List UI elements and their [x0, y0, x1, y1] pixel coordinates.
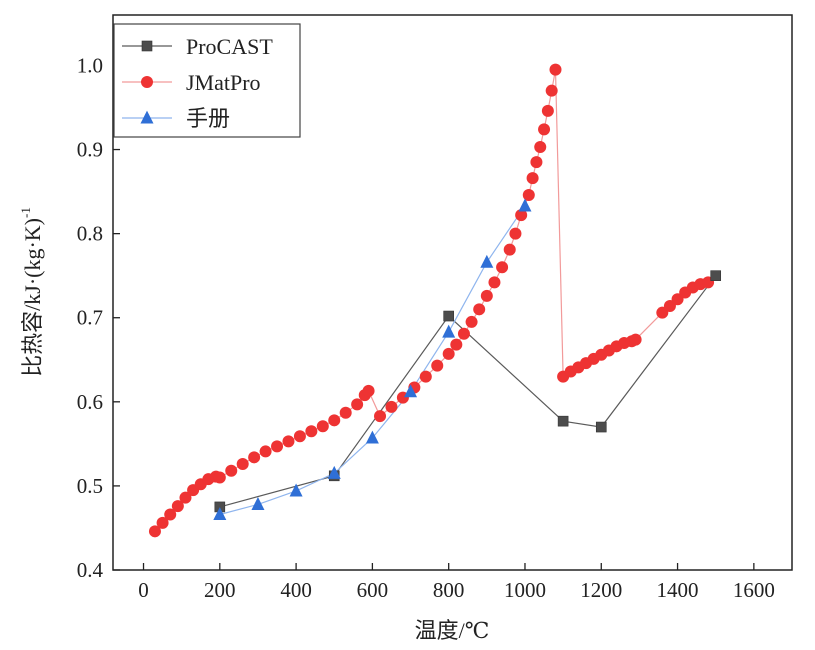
data-point-square — [710, 270, 722, 281]
data-point-circle — [496, 261, 509, 274]
data-point-circle — [171, 500, 184, 513]
data-point-circle — [339, 406, 352, 419]
legend: ProCAST JMatPro 手册 — [113, 23, 301, 138]
data-point-circle — [503, 243, 516, 256]
data-point-circle — [305, 425, 318, 438]
data-point-circle — [351, 398, 364, 411]
data-point-triangle — [289, 483, 303, 497]
data-point-circle — [473, 303, 486, 316]
axis-ticks: 0 200 400 600 800 1000 1200 1400 1600 0.4 0.5 0.6 0.… — [77, 53, 775, 602]
data-point-circle — [530, 156, 543, 169]
data-point-circle — [431, 359, 444, 372]
legend-marker-square — [141, 40, 153, 52]
data-point-circle — [316, 420, 329, 433]
y-axis-title: 比热容/kJ·(kg·K)-1 — [18, 207, 45, 377]
data-point-triangle — [213, 507, 227, 521]
data-point-circle — [225, 464, 238, 477]
data-point-circle — [465, 315, 478, 328]
data-point-circle — [213, 471, 226, 484]
data-point-triangle — [365, 430, 379, 444]
data-point-circle — [164, 508, 177, 521]
data-point-circle — [362, 384, 375, 397]
data-point-circle — [541, 104, 554, 117]
legend-marker-circle — [141, 76, 153, 88]
svg-text:比热容/kJ·(kg·K)-1: 比热容/kJ·(kg·K)-1 — [18, 207, 45, 377]
legend-label: 手册 — [186, 106, 230, 131]
x-tick-label: 1400 — [657, 578, 699, 602]
series-markers — [148, 63, 722, 538]
x-tick-label: 1600 — [733, 578, 775, 602]
data-point-circle — [248, 451, 261, 464]
data-point-circle — [450, 338, 463, 351]
legend-marker-triangle — [140, 110, 154, 124]
data-point-circle — [545, 84, 558, 97]
data-point-circle — [442, 347, 455, 360]
data-point-circle — [549, 63, 562, 76]
x-tick-label: 0 — [138, 578, 149, 602]
y-tick-label: 0.9 — [77, 138, 103, 162]
data-point-circle — [526, 172, 539, 185]
data-point-circle — [148, 525, 161, 538]
legend-label: JMatPro — [186, 70, 261, 95]
data-point-circle — [328, 414, 341, 427]
data-point-circle — [629, 333, 642, 346]
y-tick-label: 0.7 — [77, 306, 103, 330]
data-point-circle — [509, 227, 522, 240]
data-point-circle — [522, 188, 535, 201]
y-tick-label: 0.8 — [77, 222, 103, 246]
data-point-circle — [515, 209, 528, 222]
data-point-circle — [374, 410, 387, 423]
data-point-circle — [271, 440, 284, 453]
data-point-triangle — [480, 254, 494, 268]
data-point-square — [595, 421, 607, 433]
data-point-circle — [282, 435, 295, 448]
data-point-circle — [457, 327, 470, 340]
x-tick-label: 1200 — [580, 578, 622, 602]
data-point-circle — [179, 491, 192, 504]
data-point-circle — [293, 430, 306, 443]
x-tick-label: 800 — [433, 578, 465, 602]
x-tick-label: 600 — [357, 578, 389, 602]
data-point-circle — [538, 123, 551, 136]
y-tick-label: 0.5 — [77, 474, 103, 498]
data-point-square — [557, 415, 569, 427]
x-tick-label: 1000 — [504, 578, 546, 602]
data-point-circle — [259, 445, 272, 458]
y-tick-label: 0.4 — [77, 558, 104, 582]
data-point-triangle — [518, 198, 532, 212]
series-line-triangle — [219, 205, 526, 516]
y-axis-title-main: 比热容/kJ·(kg·K) — [20, 218, 45, 377]
x-tick-label: 400 — [280, 578, 312, 602]
data-point-triangle — [442, 324, 456, 338]
data-point-triangle — [327, 465, 341, 479]
data-point-circle — [419, 370, 432, 383]
series-line-square — [219, 275, 717, 508]
data-point-square — [443, 310, 454, 322]
y-axis-title-sup: -1 — [18, 207, 33, 218]
y-tick-label: 0.6 — [77, 390, 103, 414]
data-point-circle — [156, 516, 169, 529]
data-point-triangle — [251, 496, 265, 510]
data-point-circle — [236, 458, 249, 471]
y-tick-label: 1.0 — [77, 53, 103, 77]
data-point-circle — [488, 276, 501, 289]
x-axis-title: 温度/℃ — [415, 618, 490, 643]
data-point-circle — [385, 400, 398, 413]
data-point-circle — [534, 141, 547, 154]
x-tick-label: 200 — [204, 578, 236, 602]
data-point-triangle — [404, 384, 418, 398]
legend-label: ProCAST — [186, 34, 273, 59]
plot-frame — [112, 14, 793, 571]
data-point-circle — [480, 289, 493, 302]
